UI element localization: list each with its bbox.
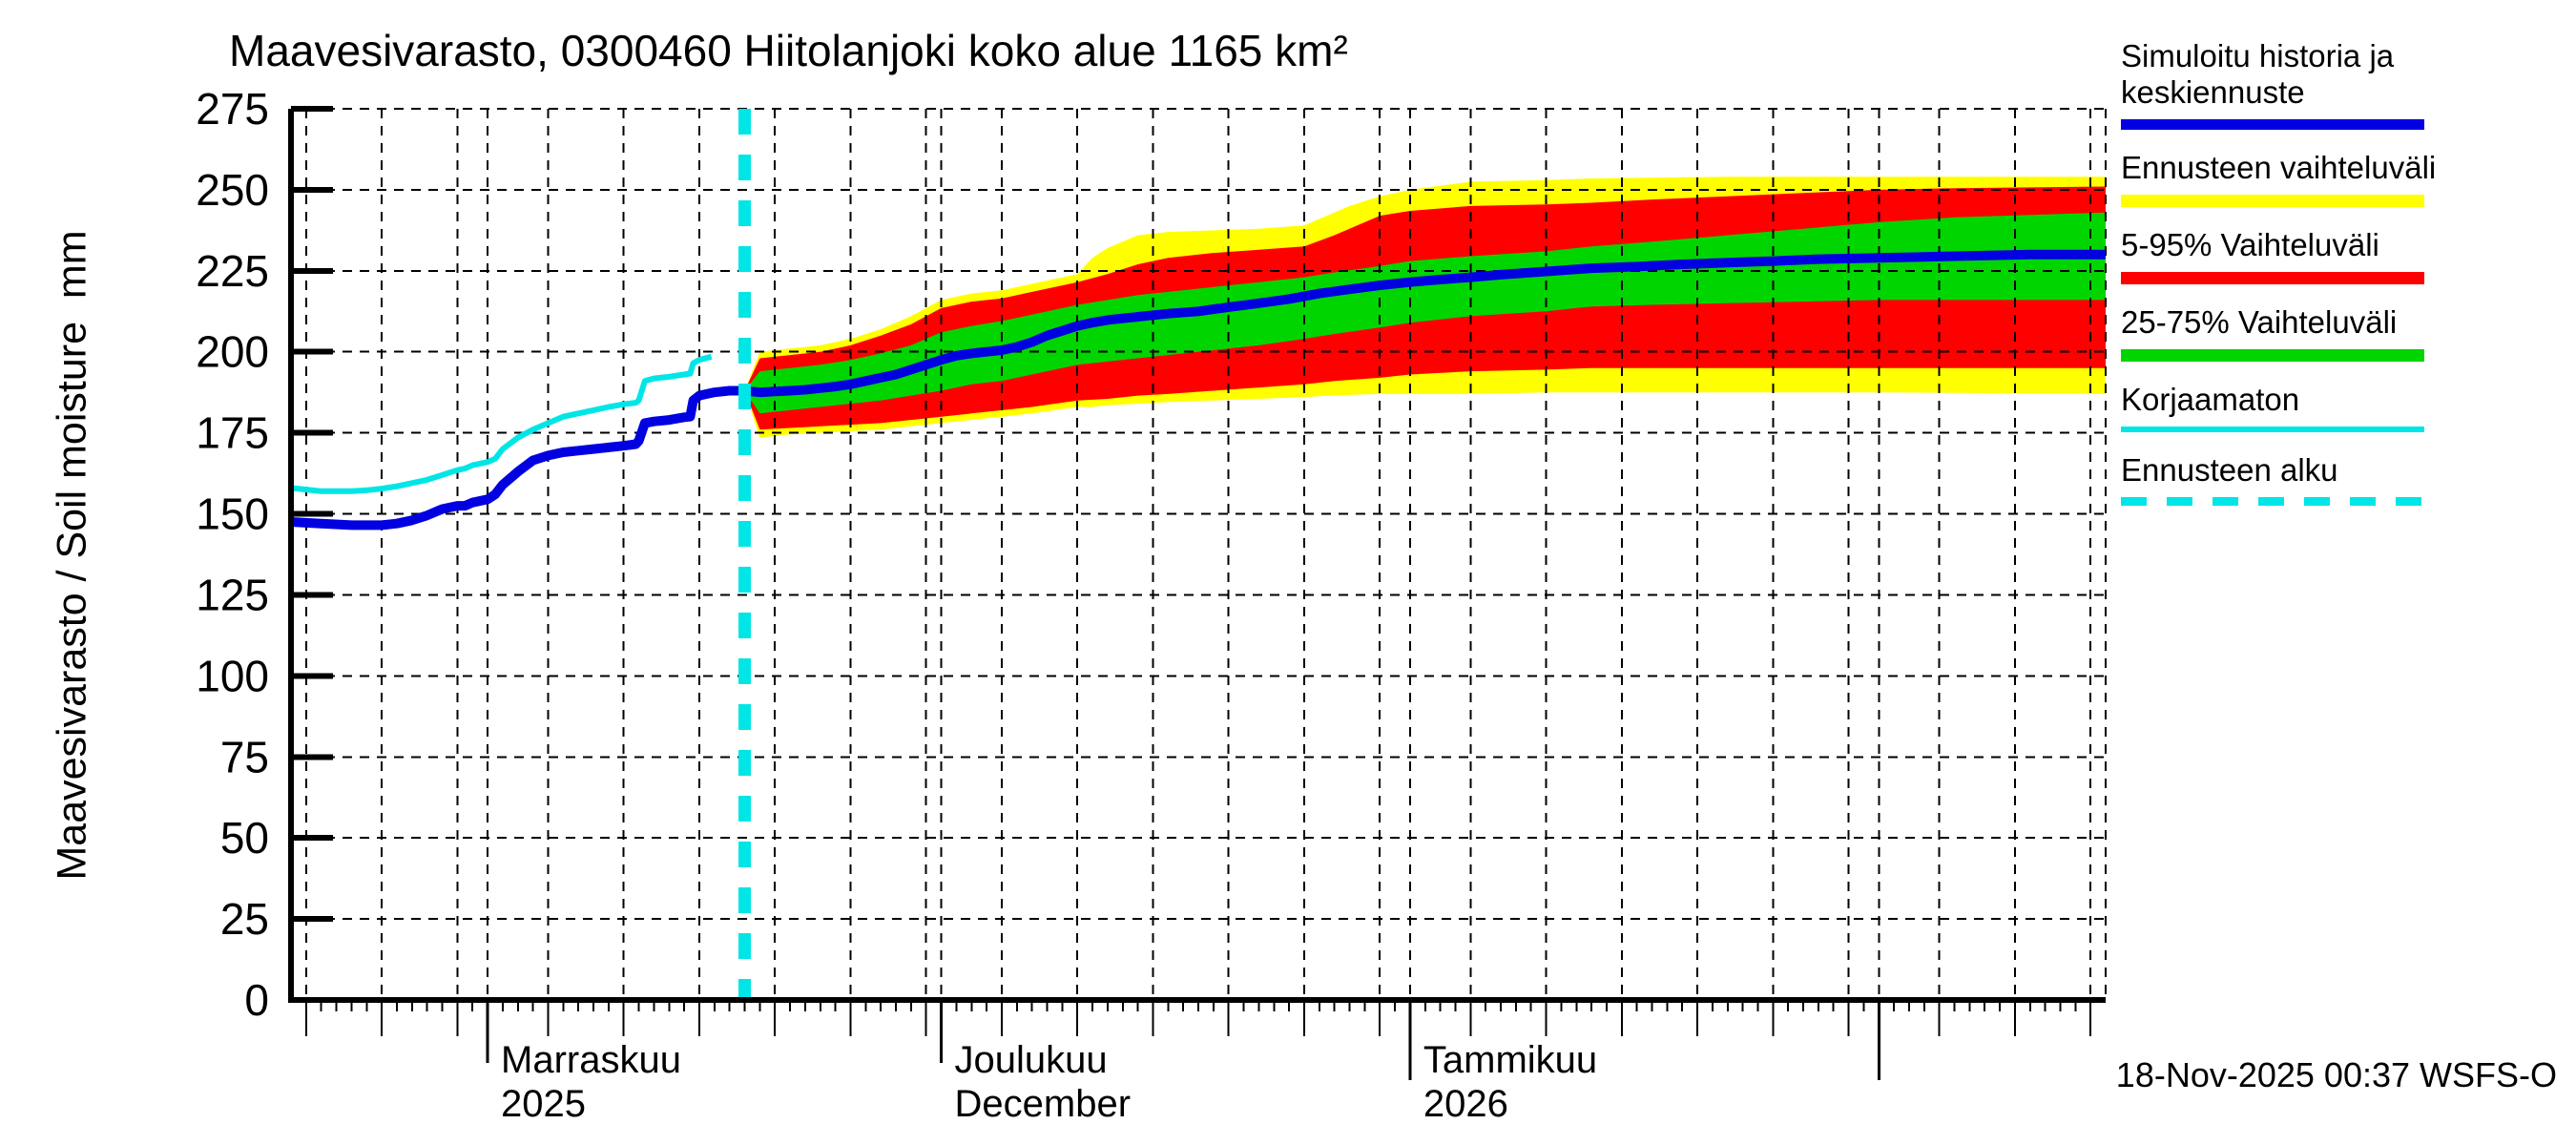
- legend-swatch-line: [2121, 195, 2424, 207]
- y-tick-label: 50: [220, 813, 269, 863]
- month-label: Joulukuu: [955, 1039, 1108, 1081]
- y-tick-label: 250: [196, 165, 269, 215]
- chart-title: Maavesivarasto, 0300460 Hiitolanjoki kok…: [229, 26, 1348, 75]
- axes: [288, 106, 2106, 1080]
- month-sublabel: December: [955, 1083, 1132, 1125]
- legend-item: Ennusteen vaihteluväli: [2121, 150, 2560, 207]
- legend-item: Ennusteen alku: [2121, 452, 2560, 506]
- y-tick-label: 275: [196, 84, 269, 134]
- legend-swatch-line: [2121, 119, 2424, 130]
- y-tick-label: 200: [196, 327, 269, 377]
- y-tick-label: 150: [196, 489, 269, 539]
- month-sublabel: 2025: [501, 1083, 586, 1125]
- data-lines: [290, 249, 2106, 531]
- legend-swatch-dashed-line: [2121, 497, 2424, 506]
- month-label: Tammikuu: [1423, 1039, 1597, 1081]
- forecast-bands: [744, 177, 2106, 438]
- legend-item-label: Ennusteen alku: [2121, 452, 2338, 488]
- y-tick-label: 100: [196, 651, 269, 700]
- y-axis-label: Maavesivarasto / Soil moisture mm: [49, 230, 95, 881]
- y-tick-label: 175: [196, 408, 269, 458]
- legend-item: Korjaamaton: [2121, 382, 2560, 432]
- gridlines: [291, 108, 2107, 1000]
- y-tick-label: 25: [220, 894, 269, 944]
- y-tick-label: 125: [196, 571, 269, 620]
- legend-item-label: Ennusteen vaihteluväli: [2121, 150, 2437, 185]
- legend-item: 5-95% Vaihteluväli: [2121, 227, 2560, 284]
- legend-item-label: Simuloitu historia ja keskiennuste: [2121, 38, 2560, 111]
- legend-item-label: Korjaamaton: [2121, 382, 2300, 417]
- legend-swatch-line: [2121, 272, 2424, 284]
- y-tick-label: 225: [196, 246, 269, 296]
- legend-swatch-line: [2121, 349, 2424, 362]
- y-tick-label: 75: [220, 732, 269, 781]
- month-label: Marraskuu: [501, 1039, 681, 1081]
- month-sublabel: 2026: [1423, 1083, 1508, 1125]
- legend-item-label-line2: keskiennuste: [2121, 74, 2305, 110]
- legend: Simuloitu historia ja keskiennuste Ennuste…: [2121, 38, 2560, 526]
- y-tick-labels: 0 25 50 75 100 125 150 175 200 225 250 275: [196, 84, 269, 1025]
- y-tick-label: 0: [244, 975, 269, 1025]
- legend-item: 25-75% Vaihteluväli: [2121, 304, 2560, 362]
- legend-item-label: 25-75% Vaihteluväli: [2121, 304, 2398, 340]
- legend-item: Simuloitu historia ja keskiennuste: [2121, 38, 2560, 130]
- mean-line: [290, 249, 2106, 531]
- timestamp-label: 18-Nov-2025 00:37 WSFS-O: [2115, 1055, 2557, 1094]
- legend-item-label: 5-95% Vaihteluväli: [2121, 227, 2379, 262]
- uncorrected-line: [290, 353, 713, 494]
- legend-swatch-line: [2121, 427, 2424, 432]
